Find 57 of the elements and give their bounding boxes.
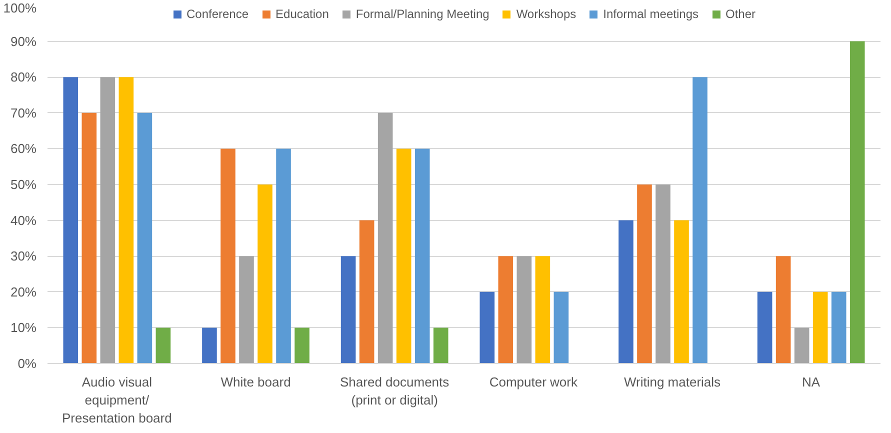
- y-tick-label: 80%: [10, 70, 37, 85]
- bar: [516, 256, 532, 364]
- bar: [535, 256, 550, 364]
- y-tick-label: 10%: [10, 320, 37, 336]
- y-tick-label: 0%: [18, 356, 37, 371]
- legend-label: Informal meetings: [603, 7, 698, 21]
- bar: [82, 112, 97, 364]
- legend-label: Formal/Planning Meeting: [356, 7, 490, 21]
- bar: [378, 112, 393, 364]
- bar: [433, 328, 448, 364]
- bar: [258, 184, 272, 364]
- bar: [396, 148, 412, 364]
- bar: [220, 148, 236, 364]
- bar: [63, 77, 78, 364]
- bar: [118, 77, 134, 364]
- legend-label: Conference: [186, 7, 249, 21]
- bar: [294, 328, 310, 364]
- bar: [554, 292, 569, 364]
- y-tick-label: 40%: [10, 212, 37, 228]
- bar: [239, 256, 254, 364]
- bar: [100, 77, 116, 364]
- y-tick-label: 90%: [10, 34, 37, 49]
- x-tick-label: Audio visual equipment/ Presentation board: [62, 374, 172, 426]
- y-tick-label: 70%: [10, 105, 37, 120]
- x-tick-label: Computer work: [489, 374, 578, 390]
- bar: [618, 220, 634, 364]
- bar: [137, 112, 152, 364]
- y-tick-label: 100%: [3, 0, 37, 16]
- bar: [757, 292, 772, 364]
- legend-label: Other: [726, 7, 756, 21]
- bar: [831, 292, 846, 364]
- bar: [674, 220, 689, 364]
- bar: [498, 256, 514, 364]
- bar: [656, 184, 670, 364]
- bar: [692, 77, 708, 364]
- bar: [794, 328, 810, 364]
- x-tick-label: Writing materials: [624, 374, 722, 390]
- bar: [850, 41, 865, 364]
- bar: [340, 256, 356, 364]
- y-tick-label: 50%: [10, 177, 37, 192]
- bar: [276, 148, 291, 364]
- bar: [637, 184, 652, 364]
- bar: [414, 148, 430, 364]
- y-tick-label: 30%: [10, 248, 37, 264]
- bar: [812, 292, 828, 364]
- x-tick-label: NA: [802, 374, 820, 390]
- bar: [480, 292, 495, 364]
- bar: [202, 328, 217, 364]
- bar: [359, 220, 374, 364]
- legend-label: Education: [276, 7, 329, 21]
- x-tick-label: White board: [220, 374, 291, 390]
- bar: [156, 328, 171, 364]
- bar: [776, 256, 791, 364]
- y-tick-label: 20%: [10, 284, 37, 300]
- x-tick-label: Shared documents (print or digital): [340, 374, 450, 408]
- legend-label: Workshops: [516, 7, 576, 21]
- y-tick-label: 60%: [10, 141, 37, 156]
